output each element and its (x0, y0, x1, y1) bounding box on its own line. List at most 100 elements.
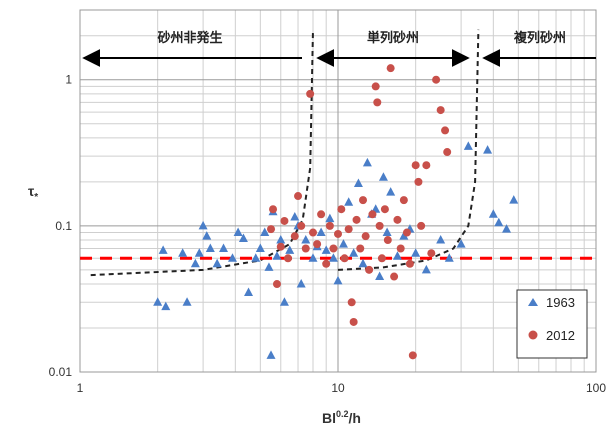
point-2012 (294, 192, 303, 201)
point-2012 (441, 126, 450, 135)
legend: 1963 2012 (516, 289, 588, 359)
point-2012 (356, 244, 365, 253)
y-tick-label: 1 (65, 73, 72, 87)
point-1963 (344, 197, 354, 206)
legend-label-2012: 2012 (546, 328, 575, 343)
point-2012 (373, 98, 382, 107)
point-1963 (296, 279, 306, 288)
point-1963 (483, 145, 493, 154)
point-2012 (337, 205, 346, 214)
point-1963 (279, 297, 289, 306)
point-2012 (422, 161, 431, 170)
region-label-no-bar: 砂州非発生 (156, 30, 222, 46)
point-2012 (322, 259, 331, 268)
x-axis-title-tail: /h (349, 410, 361, 426)
point-2012 (414, 177, 423, 186)
point-1963 (158, 245, 168, 254)
point-1963 (161, 301, 171, 311)
y-axis-title-main: τ (28, 183, 35, 199)
point-2012 (267, 225, 276, 234)
x-tick-labels: 1 10 100 (77, 381, 607, 395)
point-2012 (297, 221, 306, 230)
point-2012 (417, 221, 426, 230)
point-2012 (399, 196, 408, 205)
point-2012 (393, 215, 402, 224)
point-2012 (283, 254, 292, 263)
point-2012 (402, 228, 411, 237)
point-1963 (212, 258, 222, 268)
point-2012 (408, 351, 417, 360)
point-2012 (280, 216, 289, 225)
point-2012 (365, 265, 374, 274)
region-label-multiple-bar: 複列砂州 (513, 30, 566, 46)
point-1963 (411, 248, 421, 257)
point-1963 (308, 253, 318, 262)
point-2012 (359, 196, 368, 205)
point-1963 (378, 172, 388, 181)
point-2012 (427, 249, 436, 258)
point-1963 (205, 243, 215, 252)
legend-label-1963: 1963 (546, 295, 575, 310)
y-axis-title-sub: * (34, 192, 38, 203)
point-2012 (371, 82, 380, 91)
legend-marker-1963 (528, 298, 538, 306)
point-2012 (383, 236, 392, 245)
point-2012 (386, 64, 395, 73)
point-1963 (444, 253, 454, 262)
point-2012 (301, 244, 310, 253)
point-1963 (328, 253, 338, 262)
point-2012 (405, 259, 414, 268)
point-1963 (494, 217, 504, 227)
point-1963 (272, 251, 282, 260)
point-2012 (443, 148, 452, 157)
point-1963 (202, 231, 212, 240)
y-tick-labels: 0.01 0.1 1 (49, 73, 73, 379)
point-1963 (382, 227, 392, 237)
point-1963 (321, 245, 331, 254)
point-2012 (269, 205, 278, 214)
point-2012 (334, 229, 342, 238)
point-2012 (272, 280, 281, 289)
point-2012 (347, 298, 356, 307)
point-1963 (349, 248, 359, 257)
point-1963 (362, 157, 372, 167)
x-axis-title-main: Bl (322, 410, 336, 426)
point-2012 (349, 317, 358, 326)
point-1963 (290, 211, 300, 221)
point-2012 (361, 232, 370, 241)
point-1963 (233, 227, 243, 237)
point-1963 (219, 243, 229, 252)
point-1963 (238, 233, 248, 242)
region-label-single-bar: 単列砂州 (367, 30, 419, 46)
point-2012 (340, 254, 349, 263)
point-2012 (308, 228, 317, 237)
point-2012 (317, 210, 326, 219)
point-1963 (194, 248, 204, 257)
point-1963 (260, 227, 270, 237)
point-2012 (306, 89, 315, 98)
major-gridlines (80, 10, 596, 372)
point-1963 (244, 287, 254, 296)
point-2012 (329, 244, 338, 253)
point-1963 (266, 350, 276, 359)
point-1963 (463, 141, 473, 150)
legend-box (516, 289, 588, 359)
point-1963 (198, 220, 208, 230)
point-1963 (264, 262, 274, 271)
point-1963 (338, 239, 348, 248)
plot-frame (79, 9, 597, 373)
point-1963 (358, 258, 368, 268)
right-boundary (337, 29, 480, 271)
point-1963 (421, 264, 431, 274)
point-1963 (436, 235, 446, 244)
point-2012 (396, 244, 405, 253)
legend-marker-2012 (528, 330, 538, 340)
point-1963 (488, 209, 498, 218)
point-1963 (276, 235, 286, 244)
point-2012 (352, 215, 361, 224)
x-tick-label: 1 (77, 381, 84, 395)
x-tick-label: 100 (586, 381, 606, 395)
x-tick-label: 10 (331, 381, 345, 395)
point-2012 (344, 225, 353, 234)
point-2012 (436, 106, 445, 115)
